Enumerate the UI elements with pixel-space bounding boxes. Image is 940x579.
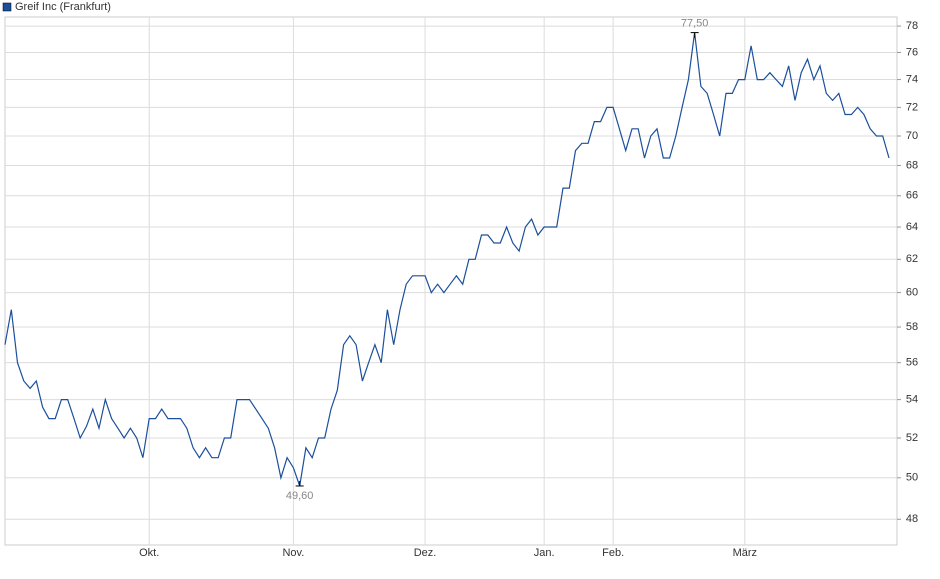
x-tick-label: Dez. (414, 547, 437, 559)
y-tick-label: 78 (906, 20, 918, 32)
y-tick-label: 66 (906, 190, 918, 202)
y-tick-label: 52 (906, 432, 918, 444)
extreme-label: 77,50 (681, 18, 709, 30)
y-tick-label: 62 (906, 253, 918, 265)
y-tick-label: 76 (906, 46, 918, 58)
y-tick-label: 70 (906, 130, 918, 142)
extreme-label: 49,60 (286, 490, 314, 502)
y-tick-label: 68 (906, 159, 918, 171)
y-tick-label: 64 (906, 221, 918, 233)
x-tick-label: Feb. (602, 547, 624, 559)
y-tick-label: 50 (906, 472, 918, 484)
legend-swatch (2, 2, 12, 12)
y-tick-label: 48 (906, 513, 918, 525)
plot-frame (4, 16, 898, 546)
y-tick-label: 58 (906, 321, 918, 333)
y-tick-label: 56 (906, 357, 918, 369)
y-tick-label: 72 (906, 101, 918, 113)
x-tick-label: Nov. (282, 547, 304, 559)
y-tick-label: 60 (906, 287, 918, 299)
y-tick-label: 54 (906, 394, 918, 406)
x-tick-label: März (733, 547, 757, 559)
y-tick-label: 74 (906, 73, 918, 85)
x-tick-label: Jan. (534, 547, 555, 559)
price-line (4, 32, 890, 487)
legend-label: Greif Inc (Frankfurt) (15, 1, 111, 13)
x-tick-label: Okt. (139, 547, 159, 559)
